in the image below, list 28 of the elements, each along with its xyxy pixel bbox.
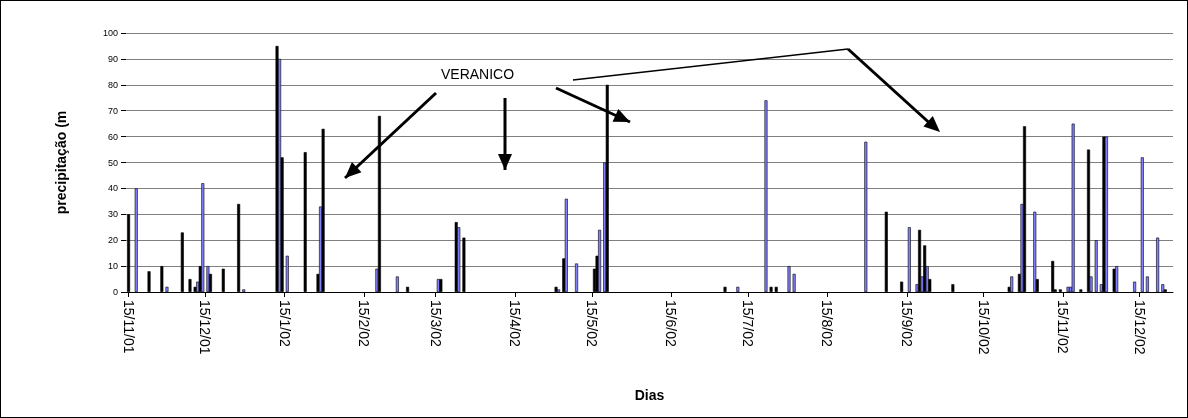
x-tick-label: 15/2/02 [356,300,373,347]
x-tick-label: 15/11/01 [120,300,137,354]
y-tick-label: 90 [107,53,118,64]
x-tick-label: 15/12/02 [1131,300,1148,355]
x-tick-label: 15/5/02 [583,300,600,347]
y-tick-label: 70 [107,105,118,116]
y-tick-label: 20 [107,235,118,246]
y-tick-label: 0 [112,287,118,297]
y-tick-label: 50 [107,157,118,168]
x-tick-label: 15/7/02 [740,300,757,347]
y-tick-label: 100 [102,28,118,38]
x-tick-label: 15/10/02 [975,300,992,355]
y-tick-label: 10 [107,261,118,272]
y-tick-label: 30 [107,209,118,220]
x-tick-label: 15/4/02 [507,300,524,347]
x-tick-label: 15/3/02 [427,300,444,347]
y-axis-title: precipitação (m [53,110,69,215]
x-tick-label: 15/9/02 [898,300,915,347]
x-tick-label: 15/12/01 [197,300,214,355]
x-axis-title: Dias [634,387,665,403]
annotation: VERANICO [441,66,515,82]
y-tick-label: 80 [107,79,118,90]
y-tick-label: 60 [107,131,118,142]
x-tick-label: 15/6/02 [663,300,680,347]
x-tick-label: 15/11/02 [1054,300,1071,354]
x-tick-label: 15/1/02 [276,300,293,347]
y-tick-label: 40 [107,183,118,194]
x-tick-label: 15/8/02 [819,300,836,347]
